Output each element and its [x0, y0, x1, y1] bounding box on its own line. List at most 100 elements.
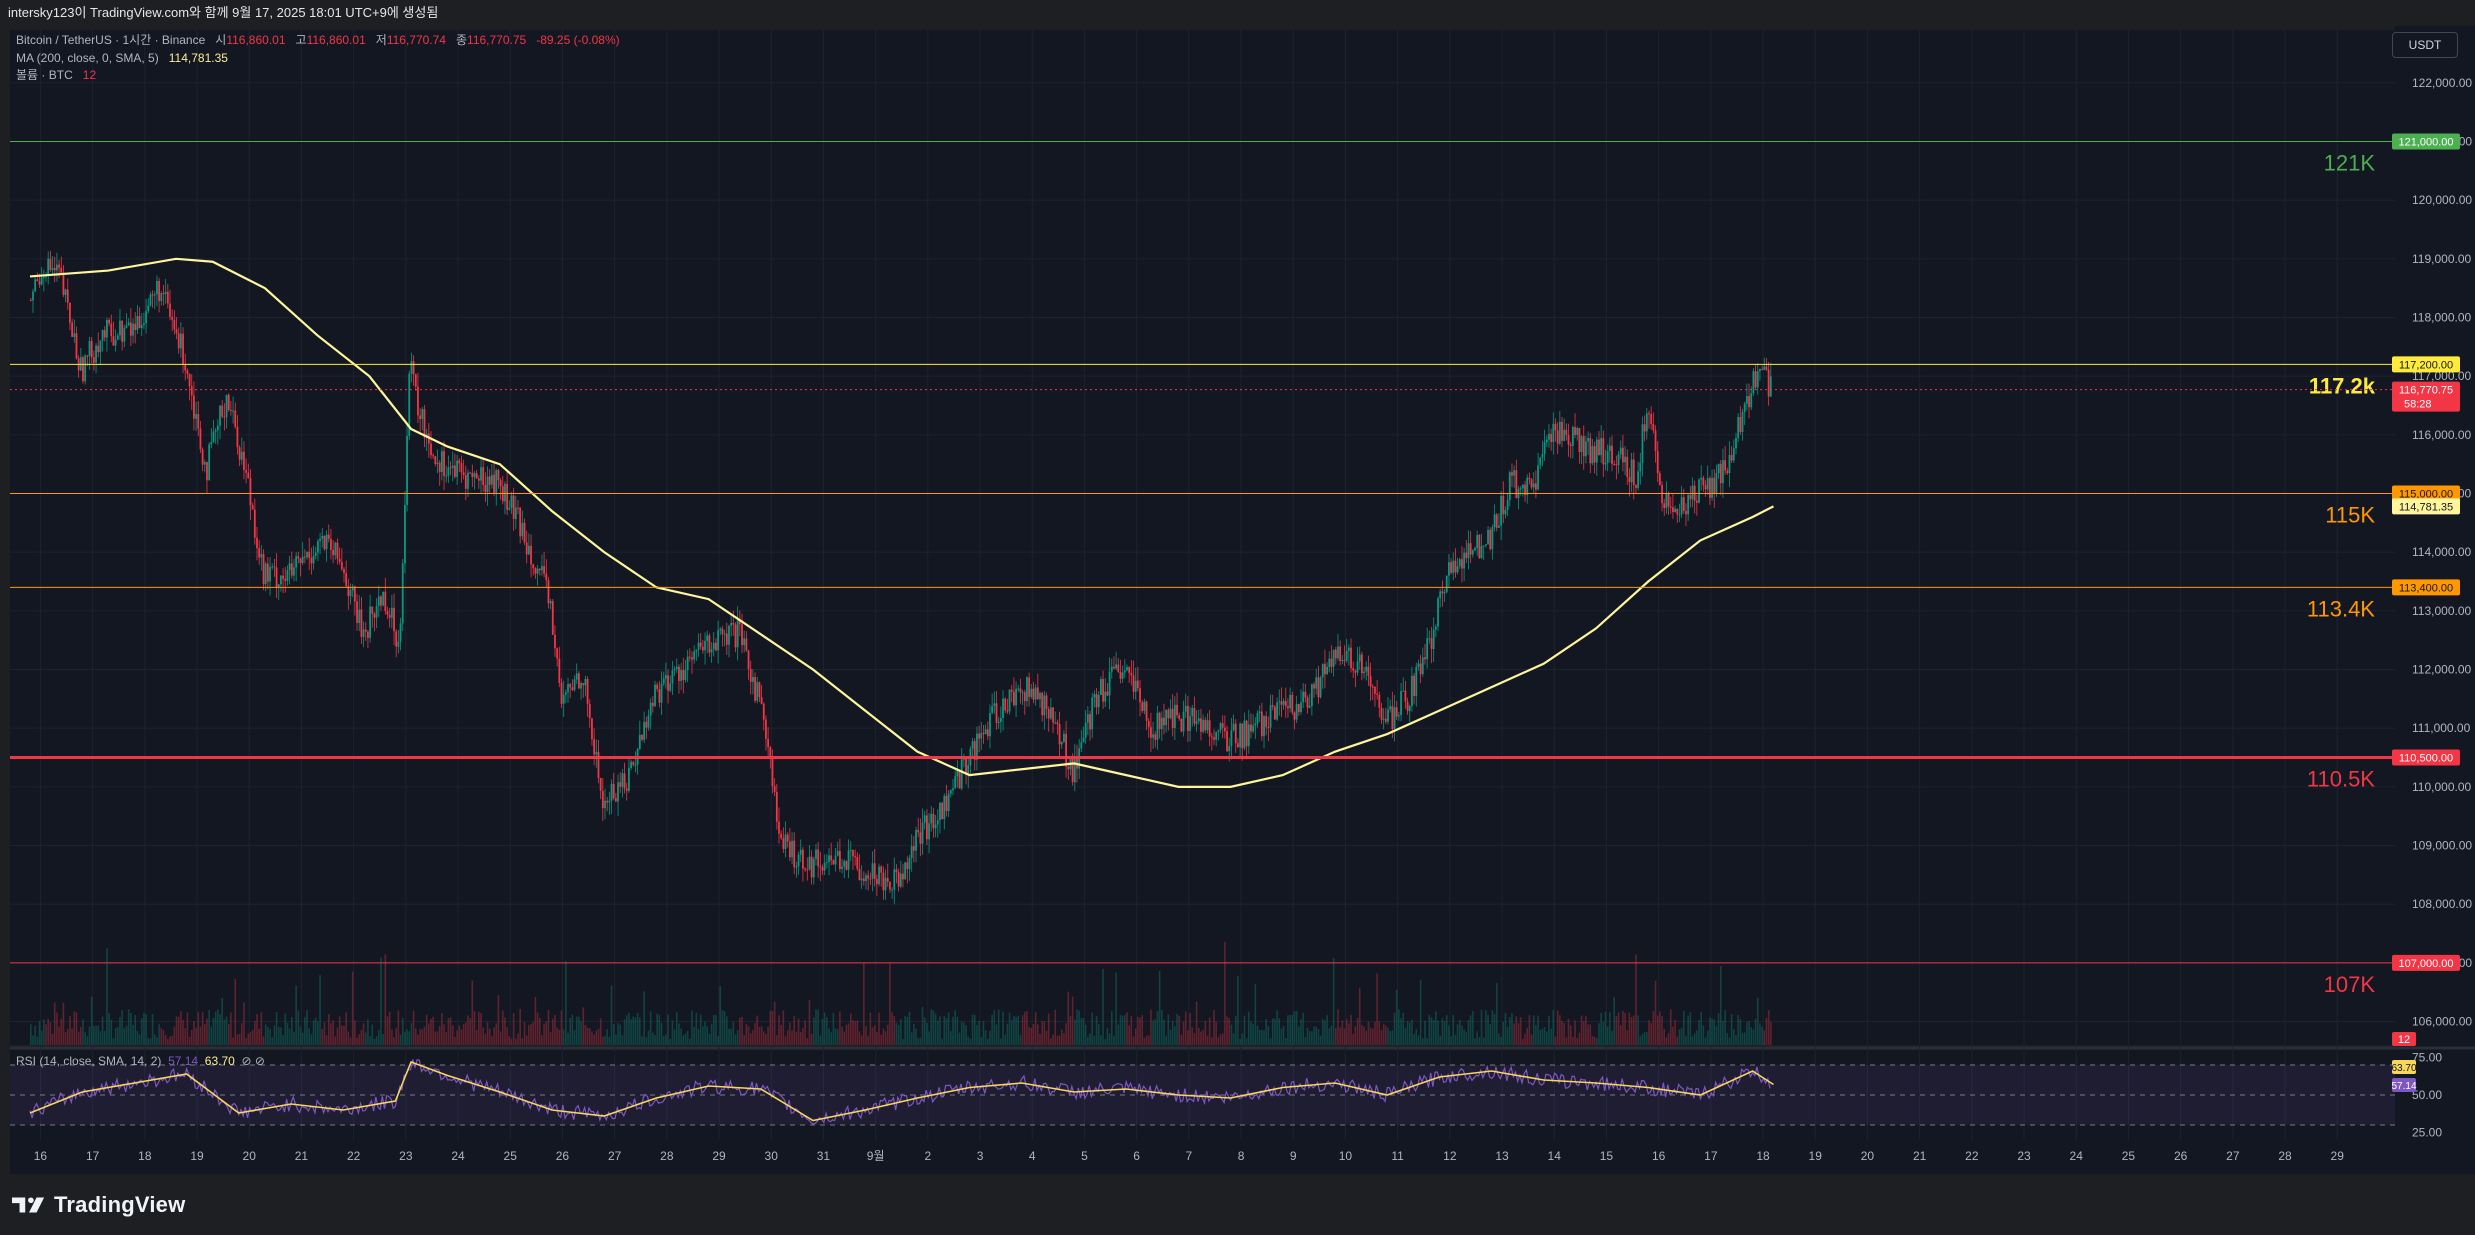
tradingview-logo[interactable]: TradingView: [12, 1190, 185, 1220]
candle-body: [169, 303, 171, 317]
candle-body: [889, 881, 891, 890]
candle-body: [1606, 450, 1609, 463]
volume-bar: [1398, 1009, 1400, 1045]
volume-bar: [1145, 1035, 1148, 1045]
candle-body: [1150, 727, 1152, 738]
candle-body: [1682, 497, 1685, 512]
volume-bar: [1356, 1017, 1359, 1045]
volume-bar: [873, 1025, 876, 1045]
eye-off-icon[interactable]: ⊘: [241, 1054, 252, 1068]
candle-body: [1441, 591, 1444, 594]
candle-body: [936, 820, 939, 825]
volume-bar: [971, 1014, 974, 1045]
price-axis[interactable]: [2395, 26, 2475, 1174]
candle-body: [443, 451, 445, 477]
volume-bar: [1511, 1012, 1513, 1045]
candle-body: [197, 414, 200, 429]
candle-body: [1561, 421, 1563, 441]
candle-body: [1254, 723, 1257, 726]
candle-body: [1045, 695, 1048, 709]
volume-bar: [236, 1034, 239, 1045]
candle-body: [606, 800, 609, 803]
candle-body: [915, 829, 917, 851]
settings-icon[interactable]: ⊘: [254, 1054, 265, 1068]
candle-body: [112, 336, 115, 346]
volume-legend[interactable]: 볼륨 · BTC 12: [16, 67, 96, 83]
current-price-badge: [2392, 381, 2460, 412]
candle-body: [1295, 703, 1298, 720]
volume-bar: [32, 1035, 34, 1045]
volume-bar: [1535, 1025, 1537, 1045]
volume-bar: [399, 1034, 402, 1045]
volume-bar: [782, 1010, 785, 1045]
time-tick-label: 17: [86, 1149, 100, 1163]
volume-bar: [460, 1029, 463, 1045]
candle-body: [1461, 559, 1463, 569]
price-chart[interactable]: 122,000.00121,000.00120,000.00119,000.00…: [0, 26, 2475, 1174]
candle-body: [1580, 436, 1583, 453]
volume-bar: [301, 1032, 304, 1045]
rsi-legend[interactable]: RSI (14, close, SMA, 14, 2) 57.14 63.70 …: [16, 1053, 265, 1069]
volume-bar: [1702, 1025, 1705, 1045]
symbol-legend[interactable]: Bitcoin / TetherUS · 1시간 · Binance 시116,…: [16, 32, 620, 48]
candle-body: [284, 578, 287, 581]
candle-body: [610, 783, 613, 801]
candle-body: [1147, 720, 1150, 728]
candle-body: [464, 474, 467, 489]
volume-bar: [715, 1015, 717, 1045]
ma-legend[interactable]: MA (200, close, 0, SMA, 5) 114,781.35: [16, 50, 228, 66]
volume-bar: [119, 1016, 121, 1045]
currency-button[interactable]: USDT: [2392, 32, 2458, 58]
candle-body: [1250, 724, 1252, 732]
volume-bar: [1161, 1009, 1163, 1045]
volume-bar: [1663, 1028, 1666, 1045]
candle-body: [432, 455, 435, 457]
current-price-label: 116,770.75: [2399, 385, 2453, 397]
price-pane[interactable]: [10, 30, 2395, 1045]
candle-body: [1732, 448, 1735, 461]
candle-body: [121, 320, 124, 342]
time-axis[interactable]: [10, 1140, 2395, 1174]
candle-body: [1154, 734, 1157, 740]
candle-body: [1195, 721, 1198, 724]
volume-bar: [876, 1032, 878, 1045]
candle-body: [301, 556, 304, 563]
volume-bar: [1626, 1030, 1629, 1045]
volume-bar: [1641, 1034, 1644, 1045]
volume-bar: [673, 1029, 676, 1045]
candle-body: [1465, 552, 1468, 559]
candle-body: [264, 563, 267, 585]
price-tick-label: 109,000.00: [2412, 839, 2472, 853]
candle-body: [825, 861, 828, 863]
volume-bar: [469, 1017, 471, 1045]
candle-body: [419, 415, 422, 419]
ma-value: 114,781.35: [168, 51, 228, 65]
candle-body: [954, 776, 957, 789]
volume-bar: [360, 1029, 363, 1045]
candle-body: [891, 889, 893, 891]
volume-bar: [1417, 1035, 1420, 1045]
volume-bar: [1284, 1038, 1287, 1045]
volume-bar: [628, 1012, 630, 1045]
candle-body: [1102, 679, 1104, 702]
candle-body: [1043, 695, 1046, 716]
candle-body: [1237, 743, 1239, 748]
candle-body: [691, 657, 693, 660]
volume-bar: [1506, 1026, 1509, 1045]
candle-body: [645, 721, 648, 728]
ma200-line[interactable]: [29, 257, 1774, 788]
volume-bar: [691, 1010, 693, 1045]
level-axis-label: 117,200.00: [2399, 359, 2453, 371]
candle-body: [893, 869, 896, 890]
volume-bar: [921, 1007, 924, 1045]
close-value: 116,770.75: [467, 33, 527, 47]
candle-body: [506, 483, 509, 510]
candle-body: [1019, 688, 1022, 693]
candle-body: [349, 590, 352, 596]
rsi-ma-line[interactable]: [29, 1060, 1774, 1122]
candle-body: [567, 684, 569, 693]
candle-body: [1491, 527, 1494, 550]
candle-body: [458, 460, 461, 464]
volume-bar: [525, 1035, 528, 1045]
volume-bar: [884, 1031, 887, 1045]
